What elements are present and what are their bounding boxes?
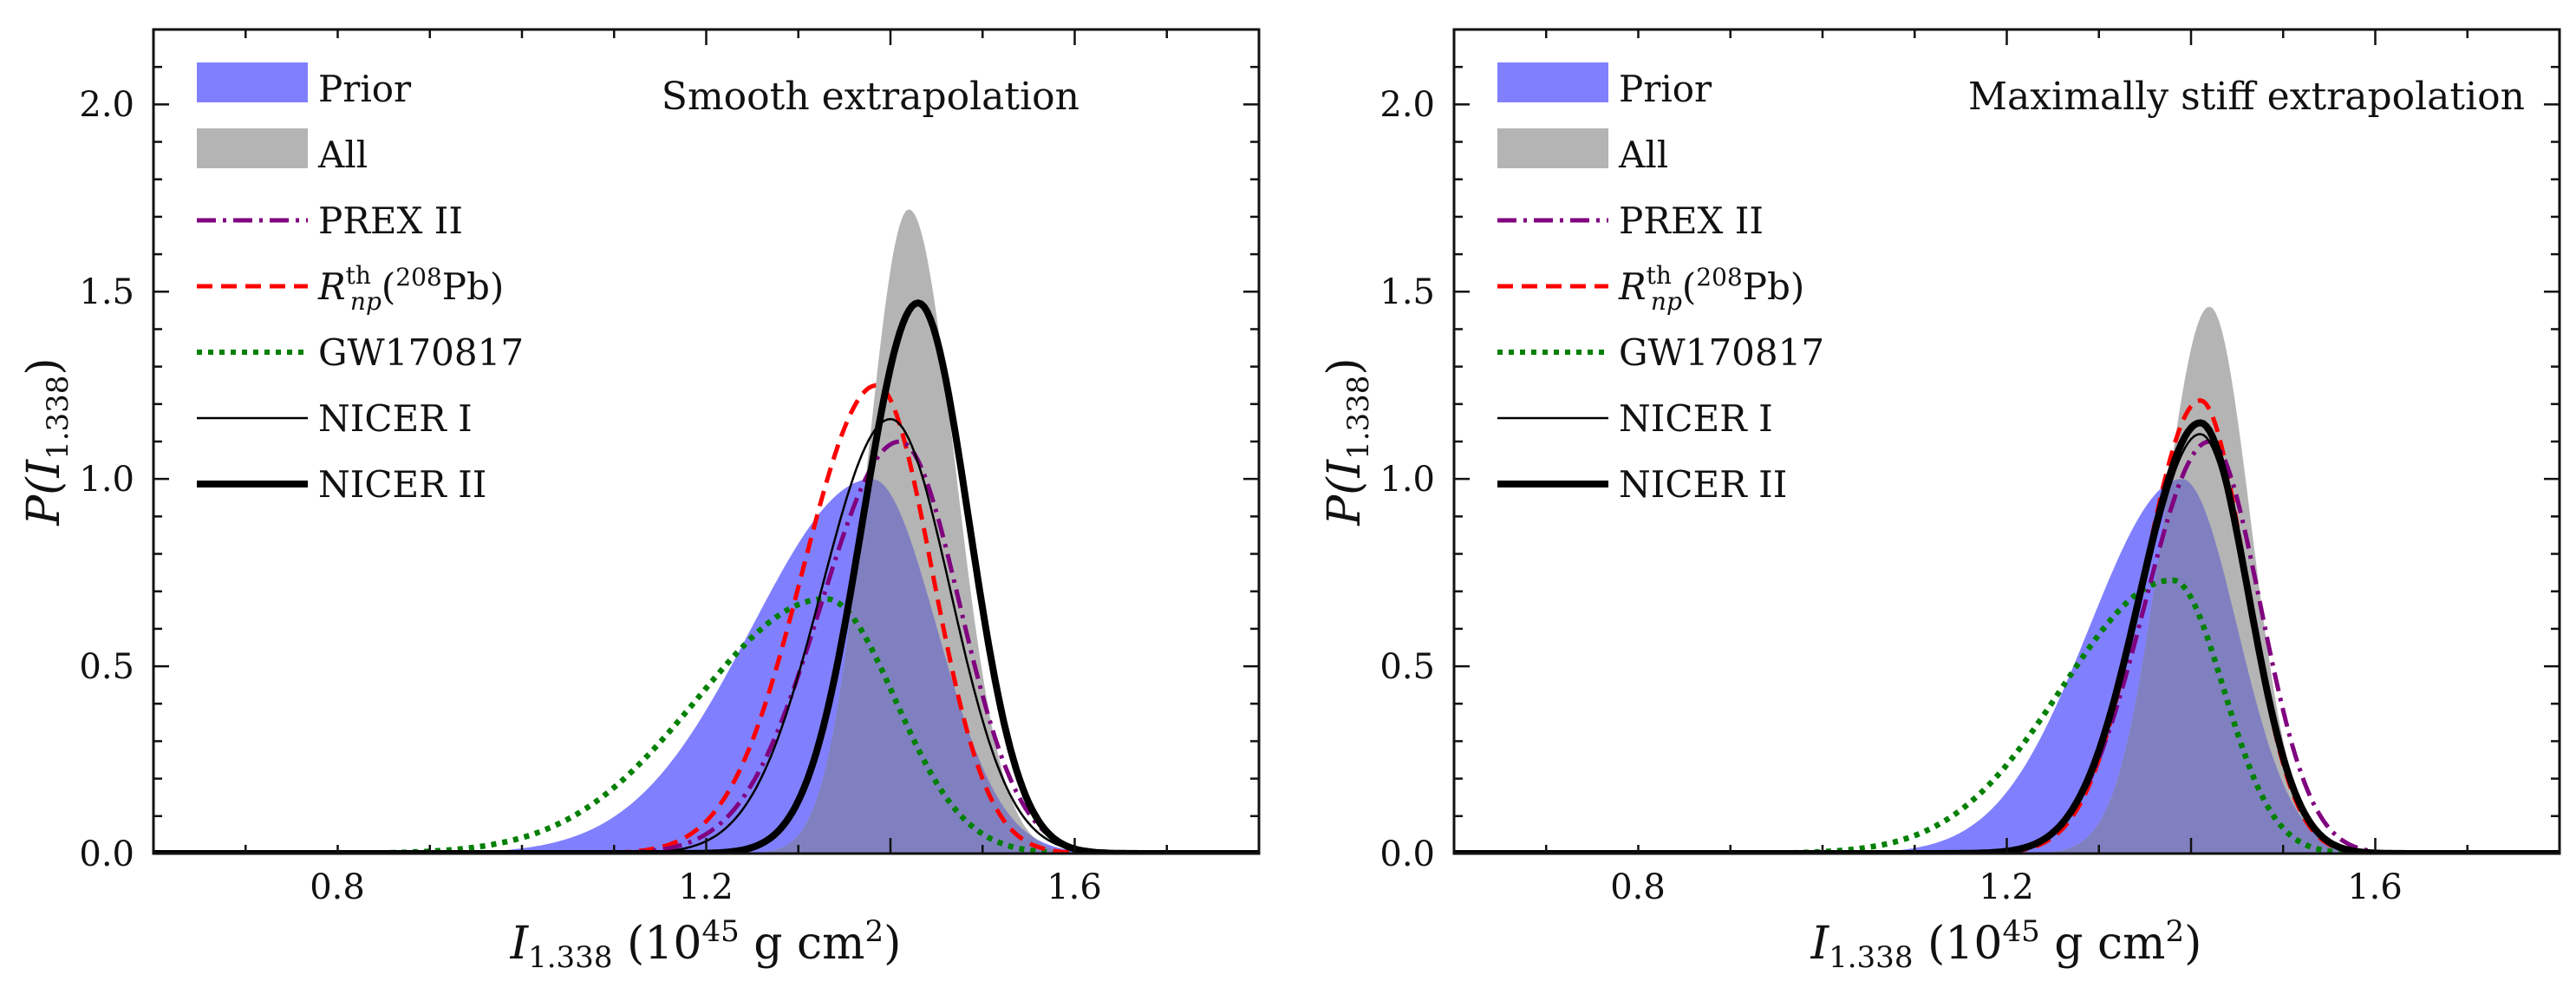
x-tick-label: 1.2: [678, 867, 734, 907]
y-tick-label: 2.0: [79, 85, 134, 125]
legend-label-prior: Prior: [1619, 68, 1712, 110]
y-tick-label: 1.0: [79, 460, 134, 500]
legend-label-gw: GW170817: [318, 331, 524, 374]
legend-swatch-all: [197, 128, 308, 168]
legend-label-all: All: [1618, 134, 1668, 176]
legend-label-prex: PREX II: [318, 200, 463, 242]
series-area-all: [1454, 306, 2560, 854]
y-tick-label: 0.5: [1379, 647, 1435, 687]
chart-title: Maximally stiff extrapolation: [1968, 75, 2525, 119]
legend-label-prior: Prior: [318, 68, 412, 110]
chart-title: Smooth extrapolation: [662, 75, 1079, 119]
y-tick-label: 1.5: [1379, 272, 1435, 312]
y-axis-label: P(I1.338): [18, 357, 75, 526]
x-tick-label: 0.8: [1610, 867, 1666, 907]
legend-label-nicer-i: NICER I: [1619, 397, 1773, 440]
legend-swatch-prior: [197, 62, 308, 102]
series-area-all: [153, 209, 1259, 854]
y-tick-label: 2.0: [1379, 85, 1435, 125]
x-tick-label: 1.6: [1047, 867, 1102, 907]
y-tick-label: 0.0: [1379, 834, 1435, 874]
legend-label-all: All: [317, 134, 368, 176]
legend-label-nicer-ii: NICER II: [1619, 463, 1787, 506]
y-tick-label: 1.5: [79, 272, 134, 312]
y-tick-label: 0.0: [79, 834, 134, 874]
legend-label-nicer-i: NICER I: [318, 397, 473, 440]
legend: Prior All PREX II Rth np(208Pb) GW170817 …: [197, 62, 524, 506]
y-axis-label: P(I1.338): [1319, 357, 1376, 526]
legend-label-nicer-ii: NICER II: [318, 463, 486, 506]
legend-label-rnp: Rth np(208Pb): [1618, 261, 1804, 316]
series-area-prior: [1454, 479, 2560, 854]
legend-label-prex: PREX II: [1619, 200, 1764, 242]
x-axis-label: I1.338 (1045 g cm2): [510, 914, 902, 975]
legend-label-rnp: Rth np(208Pb): [317, 261, 504, 316]
x-axis-label: I1.338 (1045 g cm2): [1810, 914, 2202, 975]
series-line-rnp: [153, 383, 1259, 854]
x-tick-label: 0.8: [310, 867, 365, 907]
x-tick-label: 1.2: [1979, 867, 2034, 907]
legend-swatch-all: [1497, 128, 1608, 168]
panel-stiff: 0.0 0.5 1.0 1.5 2.0 0.8 1.2 1.6 Maximall…: [1319, 28, 2561, 975]
y-tick-label: 1.0: [1379, 460, 1435, 500]
panel-smooth: 0.0 0.5 1.0 1.5 2.0 0.8 1.2 1.6 Smooth e…: [18, 28, 1261, 975]
x-tick-label: 1.6: [2347, 867, 2403, 907]
series-area-prior: [153, 479, 1259, 854]
legend-swatch-prior: [1497, 62, 1608, 102]
y-tick-label: 0.5: [79, 647, 134, 687]
ticks: [152, 28, 1261, 855]
ticks: [1452, 28, 2561, 855]
legend-label-gw: GW170817: [1619, 331, 1824, 374]
legend: Prior All PREX II Rth np(208Pb) GW170817 …: [1497, 62, 1824, 506]
